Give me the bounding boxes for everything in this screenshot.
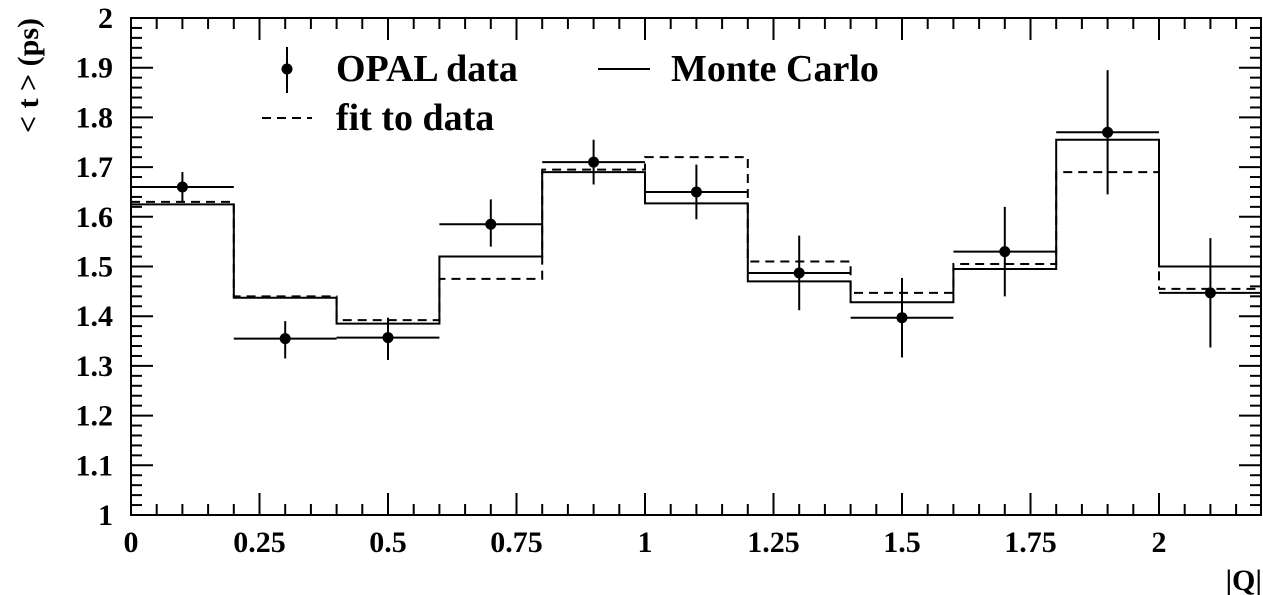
data-point <box>850 277 954 358</box>
data-point <box>336 317 440 360</box>
legend-fit-label: fit to data <box>336 97 494 139</box>
data-marker <box>793 267 805 279</box>
data-marker <box>588 156 600 168</box>
y-tick-label: 1.2 <box>76 400 114 433</box>
y-tick-label: 1.7 <box>76 151 114 184</box>
x-tick-label: 2 <box>1152 526 1167 559</box>
data-point <box>439 199 543 247</box>
legend-mc-label: Monte Carlo <box>671 48 879 90</box>
data-marker <box>896 312 908 324</box>
y-tick-label: 1 <box>98 499 113 532</box>
legend-data-label: OPAL data <box>336 48 518 90</box>
data-marker <box>279 333 291 345</box>
y-tick-label: 2 <box>98 2 113 35</box>
data-point <box>747 235 851 311</box>
x-tick-label: 0 <box>124 526 139 559</box>
data-marker <box>176 181 188 193</box>
axis-tick-labels: 1 1.1 1.2 1.3 1.4 1.5 1.6 1.7 1.8 1.9 2 0 0.25 0.5 0.7… <box>76 2 1167 559</box>
fit-histogram <box>131 156 1261 322</box>
data-marker <box>690 186 702 198</box>
legend: OPAL data Monte Carlo fit to data <box>262 47 879 139</box>
x-tick-label: 1.25 <box>747 526 800 559</box>
y-tick-label: 1.5 <box>76 251 114 284</box>
x-tick-label: 0.75 <box>490 526 543 559</box>
y-tick-label: 1.4 <box>76 300 114 333</box>
data-point <box>645 164 748 220</box>
opal-data-points <box>131 70 1261 360</box>
plot-frame <box>130 17 1262 516</box>
x-tick-label: 1.75 <box>1004 526 1057 559</box>
x-tick-label: 1.5 <box>883 526 921 559</box>
data-marker <box>999 246 1011 258</box>
data-marker <box>485 218 497 230</box>
x-tick-label: 0.25 <box>233 526 286 559</box>
data-point <box>542 139 645 185</box>
fit-step-line <box>131 156 1261 322</box>
y-tick-label: 1.8 <box>76 101 114 134</box>
data-point <box>131 172 234 202</box>
y-tick-label: 1.9 <box>76 52 114 85</box>
data-point <box>1159 238 1261 348</box>
y-tick-label: 1.6 <box>76 201 114 234</box>
y-tick-label: 1.1 <box>76 449 114 482</box>
data-marker <box>1102 126 1114 138</box>
data-marker <box>382 332 394 344</box>
x-axis-title: |Q| <box>1225 564 1262 595</box>
data-point <box>1056 70 1159 195</box>
axis-ticks <box>130 17 1261 516</box>
y-tick-label: 1.3 <box>76 350 114 383</box>
data-point <box>233 321 337 359</box>
y-axis-title: < t > (ps) <box>12 18 45 133</box>
data-marker <box>1204 287 1216 299</box>
legend-data-marker <box>281 63 293 75</box>
data-point <box>953 206 1057 297</box>
x-tick-label: 0.5 <box>369 526 407 559</box>
x-tick-label: 1 <box>638 526 653 559</box>
